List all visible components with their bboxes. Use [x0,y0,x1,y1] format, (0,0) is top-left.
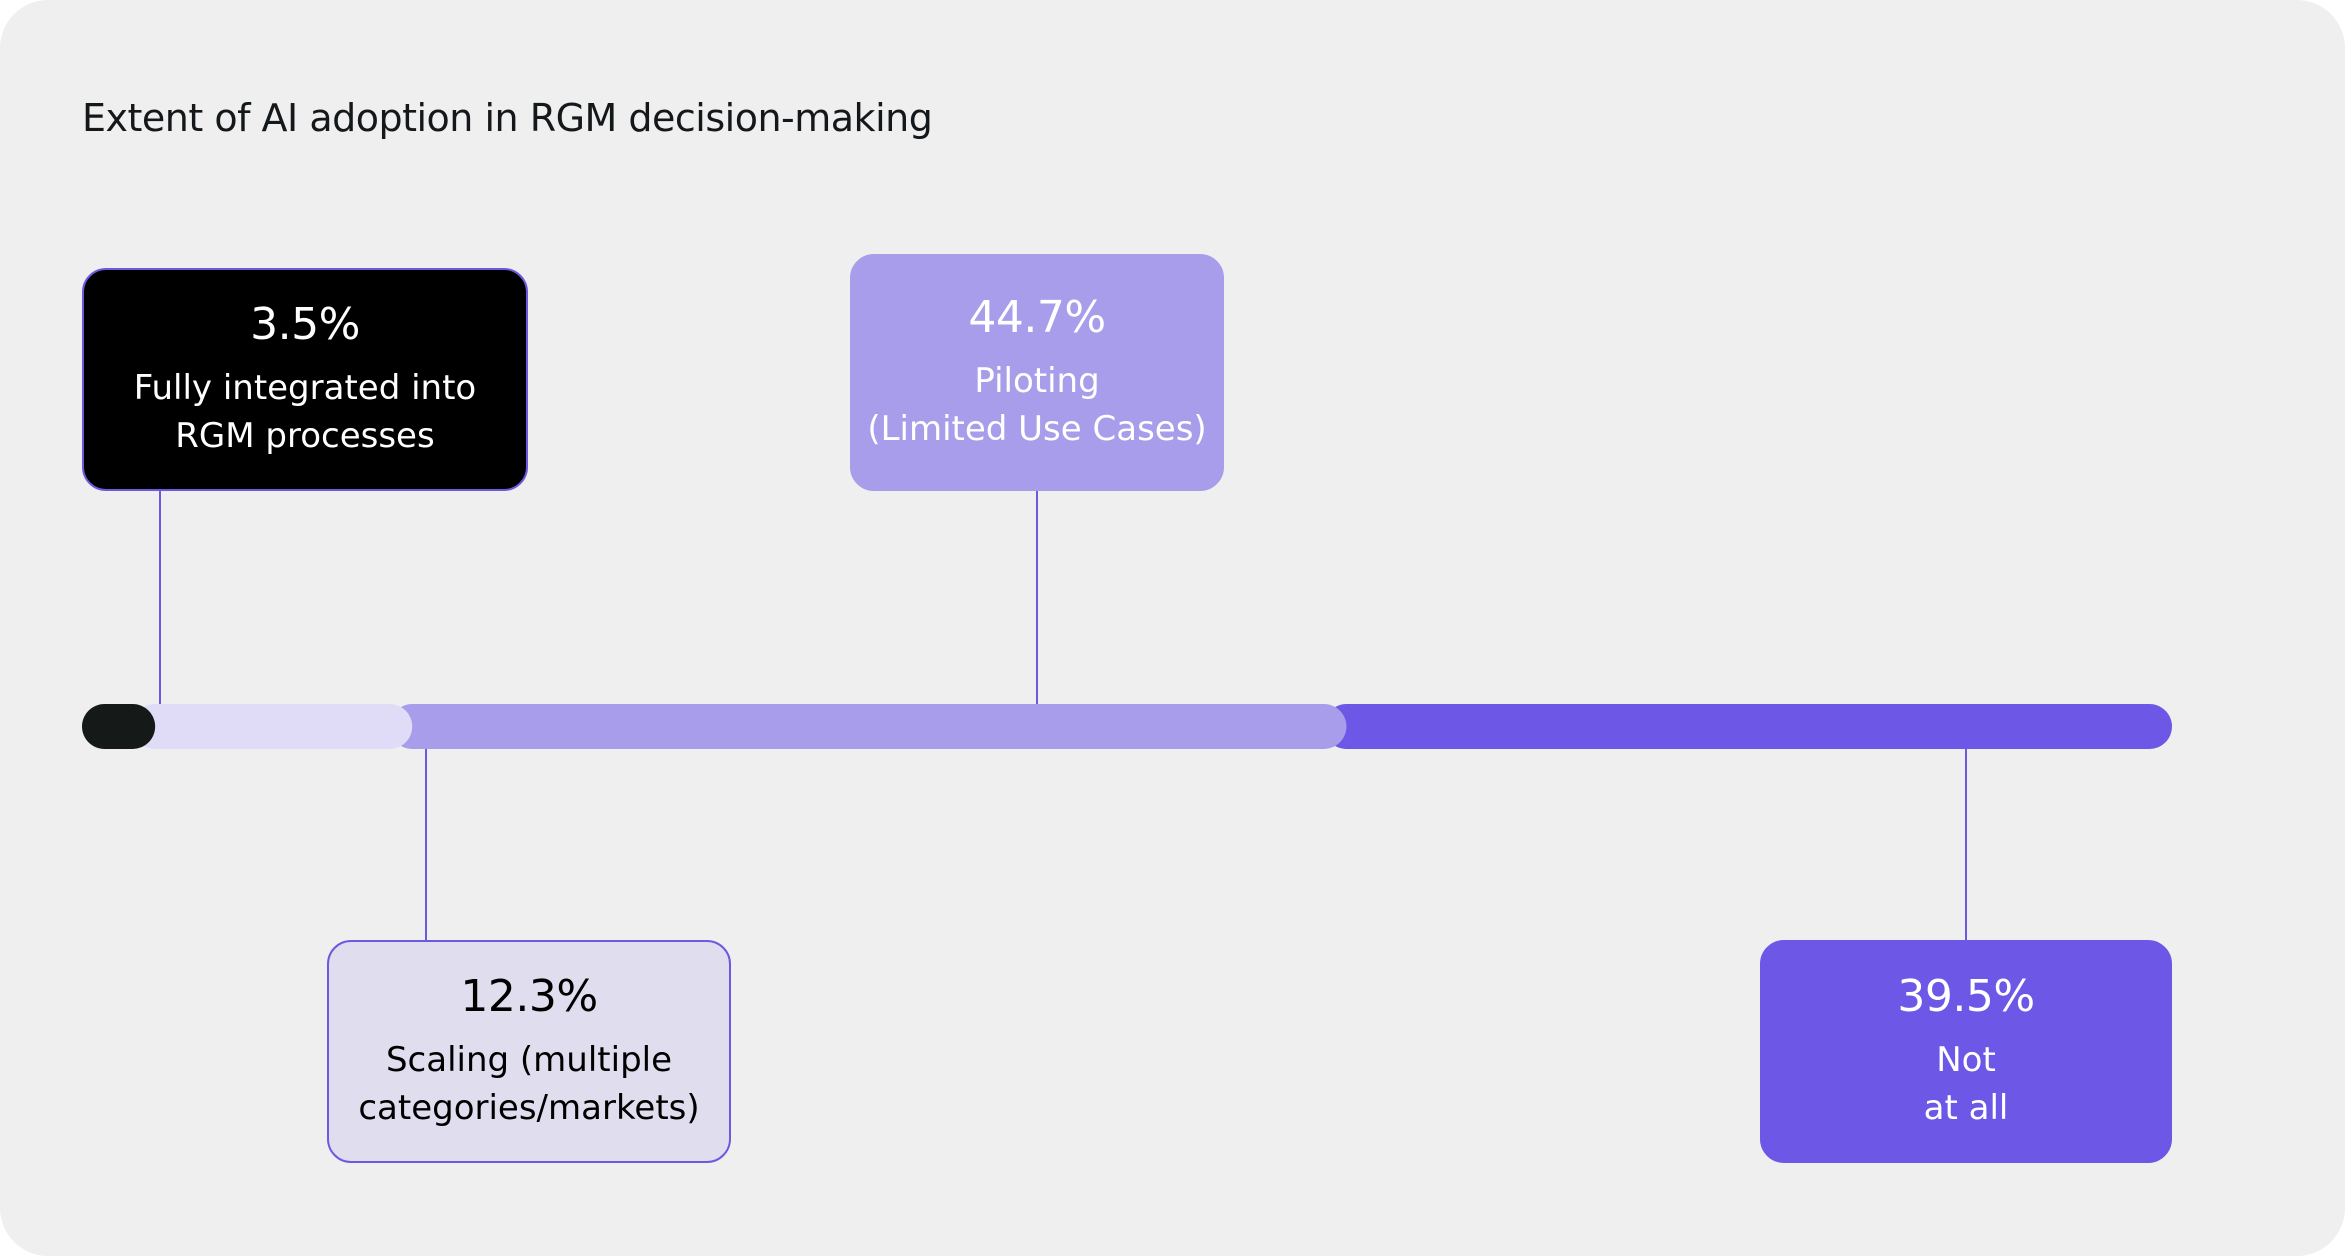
callout-percent: 3.5% [250,299,360,350]
callout-scaling: 12.3% Scaling (multiple categories/marke… [327,940,731,1163]
chart-title: Extent of AI adoption in RGM decision-ma… [82,96,933,140]
stacked-bar-svg [82,704,2172,749]
callout-piloting: 44.7% Piloting (Limited Use Cases) [850,254,1224,491]
bar-segment-3 [389,704,1347,749]
callout-label: Scaling (multiple categories/markets) [358,1040,700,1128]
callout-percent: 44.7% [968,292,1106,343]
bar-segment-2 [132,704,413,749]
callout-not-at-all: 39.5% Not at all [1760,940,2172,1163]
bar-segment-4 [1323,704,2172,749]
callout-percent: 12.3% [460,971,598,1022]
callout-label: Piloting (Limited Use Cases) [867,361,1207,449]
callout-label: Not at all [1923,1040,2009,1128]
stacked-bar [82,704,2172,749]
callout-fully-integrated: 3.5% Fully integrated into RGM processes [82,268,528,491]
bar-segment-1 [82,704,156,749]
callout-percent: 39.5% [1897,971,2035,1022]
callout-label: Fully integrated into RGM processes [133,368,477,456]
